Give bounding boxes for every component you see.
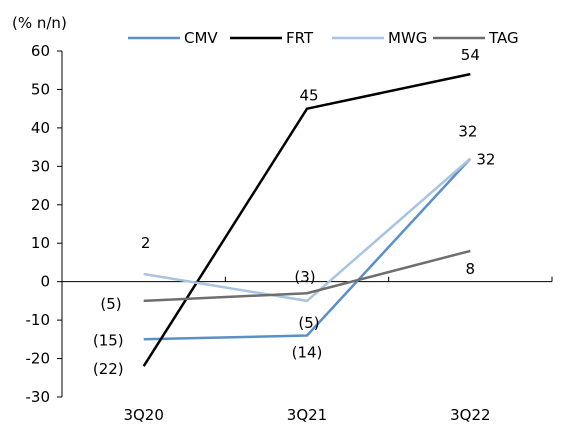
y-tick-label: -30 [26, 388, 51, 406]
data-label-mwg: 32 [476, 151, 495, 169]
y-axis-label: (% n/n) [12, 14, 67, 32]
data-label-tag: 8 [466, 260, 476, 278]
x-tick-label: 3Q22 [450, 406, 490, 424]
data-label-cmv: (14) [292, 343, 323, 361]
x-tick-label: 3Q20 [123, 406, 163, 424]
data-label-tag: (5) [100, 295, 121, 313]
legend: CMV FRT MWG TAG [128, 29, 519, 47]
y-tick-label: 10 [31, 234, 50, 252]
series-lines [142, 72, 472, 367]
series-line-frt [142, 72, 471, 367]
y-tick-label: -20 [26, 350, 51, 368]
data-label-cmv: 32 [458, 123, 477, 141]
y-tick-label: 60 [31, 42, 50, 60]
data-label-mwg: (5) [298, 314, 319, 332]
series-line-tag [143, 249, 471, 303]
y-tick-label: -10 [26, 311, 51, 329]
y-tick-label: 20 [31, 196, 50, 214]
y-tick-label: 0 [40, 273, 50, 291]
data-label-frt: 54 [461, 46, 480, 64]
data-label-frt: (22) [93, 360, 124, 378]
series-line-cmv [143, 157, 472, 341]
data-label-frt: 45 [299, 87, 318, 105]
y-tick-label: 40 [31, 119, 50, 137]
data-labels: (15) (14) 32 (22) 45 54 2 (5) 32 (5) (3) 8 [93, 46, 496, 378]
axes: 60 50 40 30 20 10 0 -10 -20 -30 3Q20 3Q21 3Q22 [26, 42, 553, 424]
legend-label-cmv: CMV [184, 29, 218, 47]
y-tick-label: 30 [31, 157, 50, 175]
data-label-cmv: (15) [93, 331, 124, 349]
data-label-mwg: 2 [141, 234, 151, 252]
legend-label-mwg: MWG [388, 29, 427, 47]
legend-label-frt: FRT [286, 29, 314, 47]
legend-label-tag: TAG [488, 29, 519, 47]
series-line-mwg [143, 157, 472, 303]
y-tick-label: 50 [31, 80, 50, 98]
x-tick-label: 3Q21 [287, 406, 327, 424]
data-label-tag: (3) [294, 268, 315, 286]
